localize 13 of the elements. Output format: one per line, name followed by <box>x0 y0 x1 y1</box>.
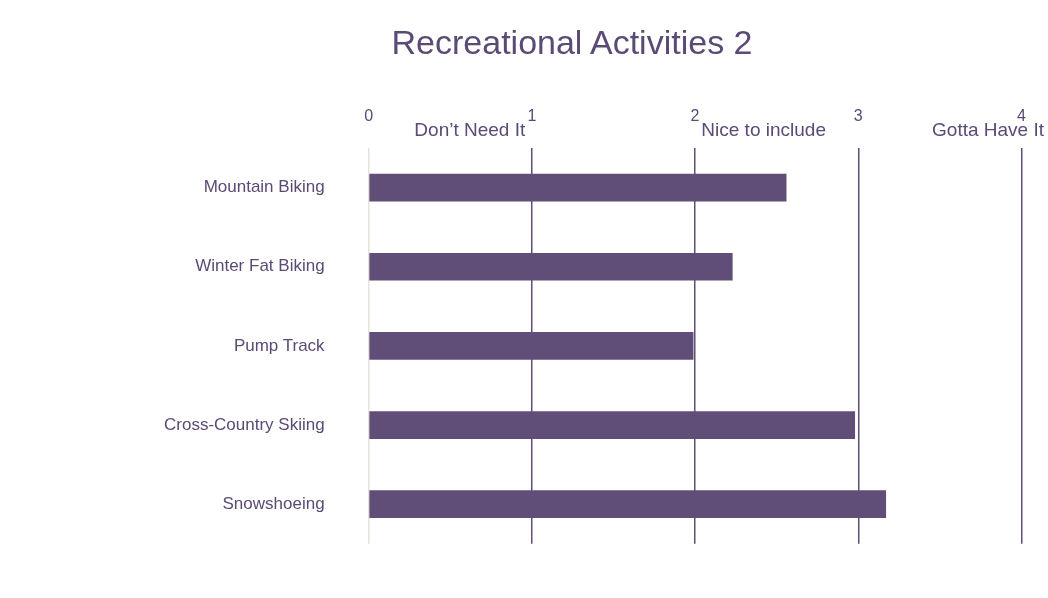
text: Nice to include <box>701 119 826 141</box>
text: Don’t Need It <box>414 119 526 141</box>
x-tick-label: 3 <box>853 106 863 124</box>
y-tick-label: Snowshoeing <box>222 493 325 513</box>
x-tick-label: 0 <box>364 106 374 124</box>
chart-title: Recreational Activities 2 <box>391 22 753 61</box>
y-tick-label: Pump Track <box>233 335 326 355</box>
y-tick-label: Cross-Country Skiing <box>163 414 325 434</box>
y-tick-label: Mountain Biking <box>203 177 325 197</box>
x-tick-label: 2 <box>690 106 700 124</box>
x-tick-label: 1 <box>527 106 537 124</box>
y-tick-label: Winter Fat Biking <box>195 256 325 276</box>
x-tick-label: 4 <box>1017 106 1027 124</box>
